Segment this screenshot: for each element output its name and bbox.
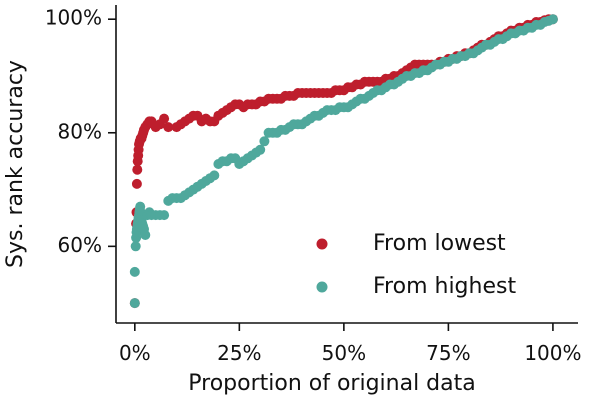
y-tick-label-2: 100% <box>45 6 102 30</box>
x-tick-label-4: 100% <box>524 341 581 365</box>
data-point-s1-50 <box>259 136 270 147</box>
y-axis-label: Sys. rank accuracy <box>3 60 28 268</box>
legend-marker-from-highest <box>316 281 328 293</box>
legend-label-from-lowest: From lowest <box>373 231 506 256</box>
y-tick-label-1: 80% <box>58 119 102 143</box>
data-point-s1-26 <box>159 210 170 221</box>
data-point-s0-4 <box>132 164 143 175</box>
x-tick-label-3: 75% <box>426 341 470 365</box>
x-axis-label: Proportion of original data <box>188 371 475 396</box>
axes-layer <box>115 5 578 324</box>
data-point-s1-2 <box>130 241 141 252</box>
ticks-layer: 0% 25% 50% 75% 100% 60% 80% 100% <box>45 6 582 365</box>
data-point-s0-21 <box>159 113 170 124</box>
data-point-s1-1 <box>129 266 140 277</box>
x-tick-label-2: 50% <box>322 341 366 365</box>
x-tick-label-1: 25% <box>217 341 261 365</box>
data-point-s1-119 <box>547 14 558 25</box>
data-point-s0-3 <box>131 178 142 189</box>
data-point-s1-38 <box>209 170 220 181</box>
legend-marker-from-lowest <box>316 238 328 250</box>
data-point-s1-0 <box>129 298 140 309</box>
x-tick-label-0: 0% <box>119 341 151 365</box>
legend-label-from-highest: From highest <box>373 274 516 299</box>
data-point-s1-20 <box>140 230 151 240</box>
data-point-s0-22 <box>163 122 174 133</box>
points-layer <box>129 14 558 309</box>
data-point-s1-49 <box>255 144 266 155</box>
legend: From lowest From highest <box>316 231 516 299</box>
y-tick-label-0: 60% <box>58 233 102 257</box>
